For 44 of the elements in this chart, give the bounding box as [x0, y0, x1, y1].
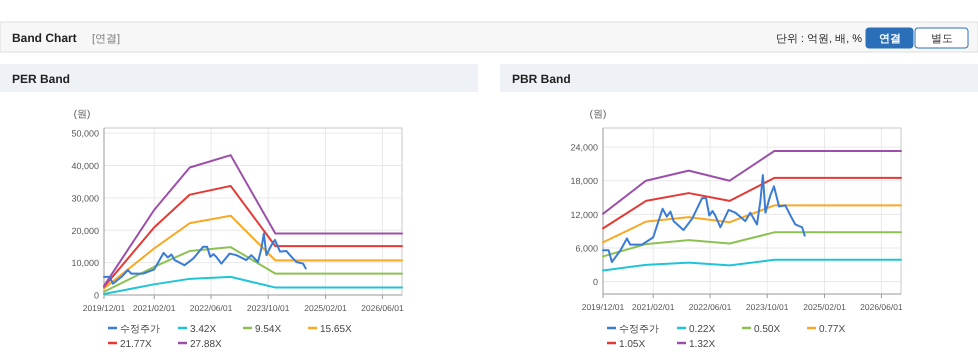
x-tick-label: 2026/06/01 — [860, 302, 903, 312]
x-tick-label: 2019/12/01 — [82, 303, 126, 313]
x-tick-label: 2021/02/01 — [132, 303, 176, 313]
legend-label: 3.42X — [190, 324, 216, 335]
text: 연결 — [879, 33, 901, 45]
x-tick-label: 2019/12/01 — [582, 302, 625, 312]
chart-title: PER Band — [12, 72, 70, 86]
x-tick-label: 2026/06/01 — [361, 303, 404, 313]
legend-label: 0.77X — [819, 324, 846, 335]
y-tick-label: 18,000 — [570, 176, 598, 186]
legend-label: 수정주가 — [619, 324, 659, 335]
x-tick-label: 2025/02/01 — [803, 302, 846, 312]
y-tick-label: 0 — [94, 290, 99, 300]
x-tick-label: 2023/10/01 — [246, 303, 290, 313]
legend-label: 1.05X — [619, 339, 646, 350]
y-tick-label: 0 — [592, 277, 598, 288]
text: Band Chart — [12, 31, 77, 45]
text: 단위 : 억원, 배, % — [776, 33, 862, 45]
y-tick-label: 30,000 — [71, 193, 99, 204]
y-axis-title: (원) — [74, 109, 90, 120]
legend-label: 1.32X — [689, 339, 716, 350]
legend-label: 0.22X — [689, 324, 716, 335]
legend-label: 21.77X — [120, 339, 152, 350]
x-tick-label: 2021/02/01 — [632, 302, 675, 312]
y-tick-label: 50,000 — [71, 128, 99, 139]
legend-label: 0.50X — [754, 324, 780, 335]
legend-label: 15.65X — [320, 324, 352, 335]
y-tick-label: 40,000 — [71, 161, 99, 172]
legend-label: 9.54X — [255, 324, 282, 335]
x-tick-label: 2022/06/01 — [688, 302, 732, 312]
y-tick-label: 20,000 — [71, 226, 99, 236]
chart-title: PBR Band — [512, 72, 571, 86]
y-tick-label: 12,000 — [570, 210, 598, 220]
legend-label: 수정주가 — [120, 324, 160, 335]
y-axis-title: (원) — [590, 109, 606, 120]
y-tick-label: 6,000 — [575, 244, 598, 254]
text: 별도 — [931, 33, 953, 45]
y-tick-label: 10,000 — [71, 258, 99, 268]
legend-label: 27.88X — [190, 339, 222, 350]
x-tick-label: 2025/02/01 — [304, 303, 348, 313]
x-tick-label: 2023/10/01 — [746, 302, 789, 312]
y-tick-label: 24,000 — [570, 142, 598, 153]
x-tick-label: 2022/06/01 — [190, 303, 233, 313]
text: [연결] — [92, 33, 120, 45]
